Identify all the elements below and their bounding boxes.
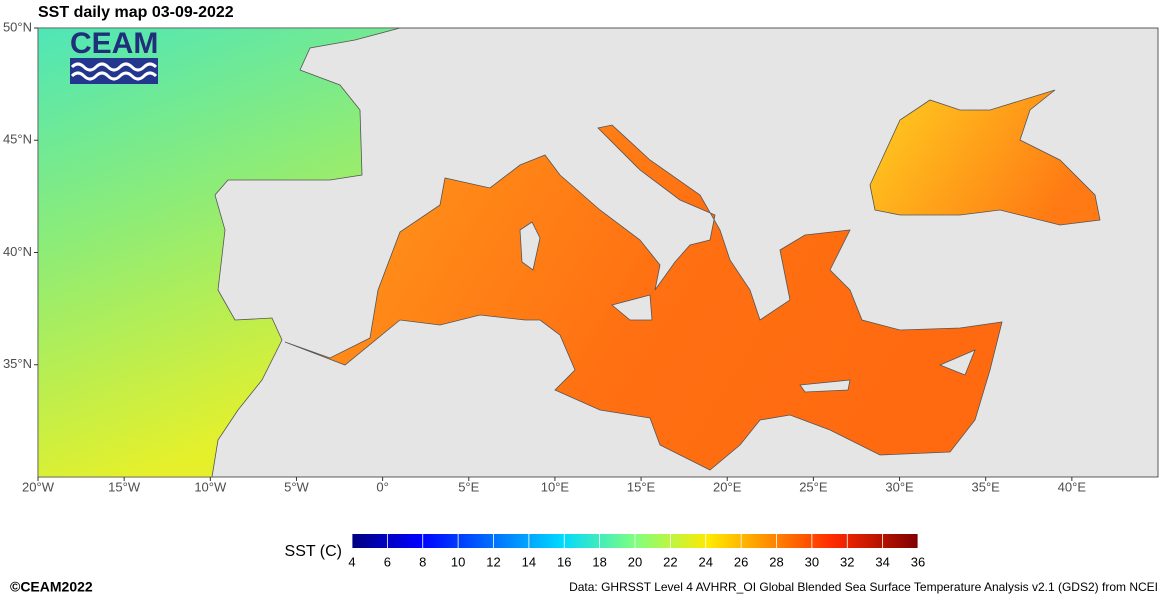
x-tick-label: 30°E — [885, 479, 914, 494]
x-tick-label: 0° — [376, 479, 388, 494]
logo: CEAM — [70, 27, 158, 84]
x-tick-label: 10°W — [194, 479, 227, 494]
colorbar-tick-label: 28 — [769, 554, 783, 569]
x-tick-label: 5°E — [458, 479, 479, 494]
logo-wave-lines — [70, 62, 158, 81]
x-tick-label: 25°E — [799, 479, 828, 494]
cyprus — [938, 349, 976, 376]
colorbar-tick-label: 4 — [348, 554, 355, 569]
colorbar-tick-label: 22 — [663, 554, 677, 569]
logo-text: CEAM — [70, 27, 158, 60]
colorbar-tick-label: 10 — [451, 554, 465, 569]
copyright: ©CEAM2022 — [10, 579, 93, 595]
colorbar-tick-label: 14 — [522, 554, 536, 569]
colorbar-tick-label: 6 — [384, 554, 391, 569]
y-tick-label: 50°N — [3, 19, 32, 34]
colorbar-tick-label: 26 — [734, 554, 748, 569]
sardinia — [519, 221, 541, 271]
colorbar-tick-label: 18 — [592, 554, 606, 569]
crete — [799, 379, 851, 393]
islands — [519, 221, 976, 393]
colorbar-tick-label: 20 — [628, 554, 642, 569]
x-tick-label: 5°W — [284, 479, 309, 494]
x-tick-label: 40°E — [1058, 479, 1087, 494]
x-tick-label: 10°E — [541, 479, 570, 494]
colorbar-tick-label: 16 — [557, 554, 571, 569]
y-tick-label: 35°N — [3, 356, 32, 371]
data-source: Data: GHRSST Level 4 AVHRR_OI Global Ble… — [569, 580, 1158, 594]
black-sea — [869, 89, 1101, 226]
colorbar-tick-label: 34 — [875, 554, 889, 569]
colorbar-tick-label: 30 — [805, 554, 819, 569]
x-tick-label: 20°W — [22, 479, 55, 494]
x-tick-label: 35°E — [972, 479, 1001, 494]
x-tick-label: 15°E — [627, 479, 656, 494]
colorbar-tick-label: 12 — [486, 554, 500, 569]
title: SST daily map 03-09-2022 — [38, 4, 234, 21]
colorbar-tick-label: 8 — [419, 554, 426, 569]
colorbar-tick-label: 24 — [699, 554, 713, 569]
x-tick-label: 15°W — [108, 479, 141, 494]
colorbar-tick-label: 32 — [840, 554, 854, 569]
sicily — [611, 294, 653, 321]
atlantic — [37, 27, 401, 478]
colorbar-tick-label: 36 — [911, 554, 925, 569]
y-tick-label: 45°N — [3, 132, 32, 147]
x-tick-label: 20°E — [713, 479, 742, 494]
colorbar-label: SST (C) — [285, 543, 342, 560]
y-tick-label: 40°N — [3, 244, 32, 259]
